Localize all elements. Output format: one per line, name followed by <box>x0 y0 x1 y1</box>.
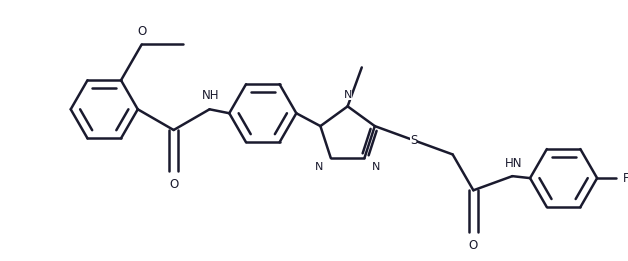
Text: N: N <box>344 90 352 100</box>
Text: F: F <box>623 172 628 185</box>
Text: S: S <box>410 134 418 147</box>
Text: N: N <box>372 162 381 172</box>
Text: N: N <box>315 162 323 172</box>
Text: O: O <box>137 26 146 38</box>
Text: O: O <box>468 239 478 252</box>
Text: HN: HN <box>504 157 522 170</box>
Text: O: O <box>169 178 178 191</box>
Text: NH: NH <box>202 89 219 102</box>
